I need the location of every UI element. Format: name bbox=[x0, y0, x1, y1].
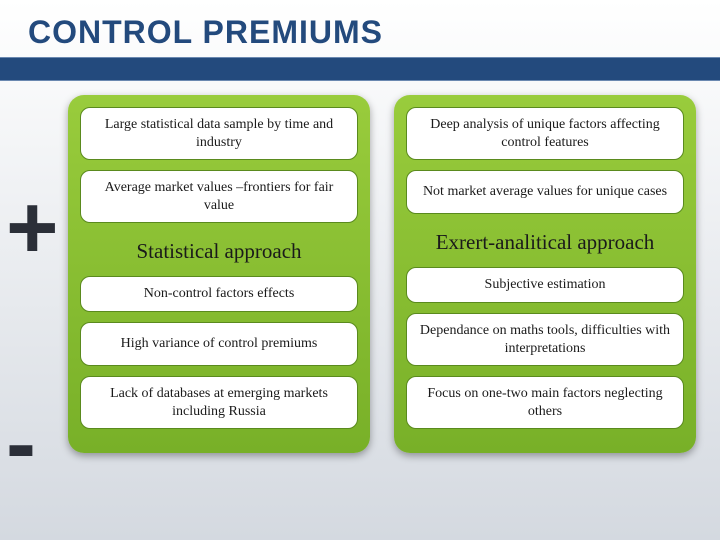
con-item: Subjective estimation bbox=[406, 267, 684, 303]
page-title: CONTROL PREMIUMS bbox=[0, 0, 720, 57]
pro-item: Large statistical data sample by time an… bbox=[80, 107, 358, 160]
minus-icon: - bbox=[6, 399, 36, 489]
con-item: High variance of control premiums bbox=[80, 322, 358, 366]
header-bar bbox=[0, 57, 720, 81]
con-item: Dependance on maths tools, difficulties … bbox=[406, 313, 684, 366]
plus-icon: + bbox=[6, 183, 59, 273]
pro-item: Not market average values for unique cas… bbox=[406, 170, 684, 214]
column-expert: Deep analysis of unique factors affectin… bbox=[394, 95, 696, 453]
content-area: + - Large statistical data sample by tim… bbox=[0, 81, 720, 453]
con-item: Lack of databases at emerging markets in… bbox=[80, 376, 358, 429]
con-item: Non-control factors effects bbox=[80, 276, 358, 312]
approach-label: Statistical approach bbox=[80, 233, 358, 276]
con-item: Focus on one-two main factors neglecting… bbox=[406, 376, 684, 429]
columns: Large statistical data sample by time an… bbox=[68, 95, 696, 453]
pro-item: Average market values –frontiers for fai… bbox=[80, 170, 358, 223]
column-statistical: Large statistical data sample by time an… bbox=[68, 95, 370, 453]
approach-label: Exrert-analitical approach bbox=[406, 224, 684, 267]
pro-item: Deep analysis of unique factors affectin… bbox=[406, 107, 684, 160]
